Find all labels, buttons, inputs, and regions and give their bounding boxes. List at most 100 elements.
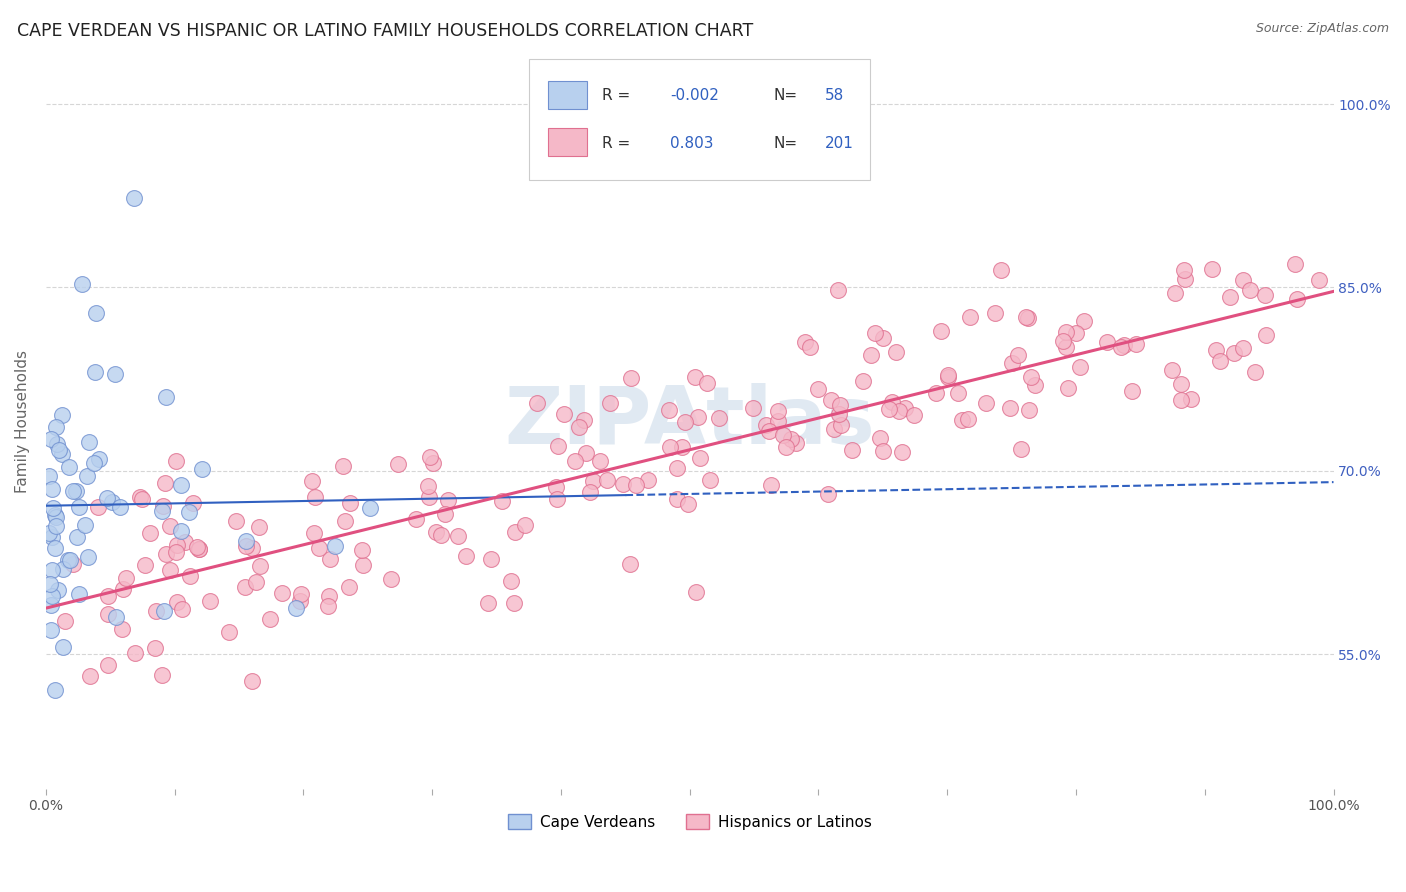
Point (1125, 336, 1147, 351)
Point (39, 432, 62, 446)
Point (170, 478, 193, 492)
Point (41, 589, 63, 603)
Point (599, 396, 621, 410)
Point (153, 475, 176, 490)
Point (115, 571, 138, 585)
Point (688, 409, 710, 424)
Point (578, 485, 600, 500)
Point (572, 413, 595, 427)
Point (1018, 403, 1040, 417)
Legend: Cape Verdeans, Hispanics or Latinos: Cape Verdeans, Hispanics or Latinos (502, 807, 877, 836)
Point (159, 563, 181, 577)
Point (882, 395, 904, 409)
Point (447, 529, 470, 543)
Point (235, 533, 257, 548)
Point (1219, 290, 1241, 304)
Point (352, 542, 374, 557)
Point (1010, 442, 1032, 456)
Point (188, 542, 211, 557)
Point (122, 191, 145, 205)
Point (308, 541, 330, 555)
Point (186, 540, 208, 554)
Point (612, 476, 634, 491)
Point (820, 392, 842, 407)
Point (1232, 341, 1254, 355)
Point (97, 589, 120, 603)
Point (51, 446, 73, 460)
Point (76, 549, 98, 564)
Point (515, 517, 537, 532)
Point (456, 549, 478, 563)
Point (218, 625, 240, 640)
Point (170, 601, 193, 615)
Point (582, 475, 605, 489)
Point (45, 519, 67, 533)
Point (422, 456, 444, 470)
Point (499, 574, 522, 588)
Point (83, 456, 105, 470)
Point (1170, 377, 1192, 392)
Text: CAPE VERDEAN VS HISPANIC OR LATINO FAMILY HOUSEHOLDS CORRELATION CHART: CAPE VERDEAN VS HISPANIC OR LATINO FAMIL… (17, 22, 754, 40)
Point (1174, 271, 1197, 285)
Point (65, 483, 87, 498)
Text: R =: R = (602, 136, 630, 151)
Point (77, 434, 100, 449)
Point (188, 541, 211, 556)
Point (1057, 381, 1080, 395)
Point (707, 410, 730, 425)
Text: 201: 201 (825, 136, 853, 151)
Point (165, 454, 187, 468)
Point (323, 540, 346, 554)
Point (998, 401, 1021, 416)
Point (418, 490, 440, 504)
Point (124, 647, 146, 661)
Point (177, 505, 200, 519)
Point (775, 440, 797, 454)
Point (568, 419, 591, 434)
Point (659, 440, 682, 454)
Point (67, 500, 90, 514)
Point (249, 559, 271, 574)
Point (891, 445, 914, 459)
Point (595, 473, 617, 487)
Point (1180, 392, 1202, 407)
Point (1170, 393, 1192, 408)
Text: R =: R = (602, 88, 630, 103)
Point (1173, 263, 1195, 277)
Point (1243, 365, 1265, 379)
Point (929, 324, 952, 338)
Point (245, 574, 267, 589)
Point (150, 668, 173, 682)
Point (678, 497, 700, 511)
Point (166, 538, 188, 552)
Point (105, 609, 128, 624)
Point (984, 306, 1007, 320)
Point (198, 594, 221, 608)
Point (183, 496, 205, 510)
Point (1073, 314, 1095, 328)
Point (46, 582, 69, 597)
Point (48, 443, 70, 458)
Point (877, 401, 900, 416)
Point (45, 510, 67, 524)
Point (1209, 354, 1232, 368)
Point (418, 479, 440, 493)
Point (936, 368, 959, 383)
Point (588, 454, 610, 468)
Point (430, 528, 453, 542)
Point (62, 558, 84, 572)
Point (884, 344, 907, 359)
Point (1054, 326, 1077, 340)
Point (44, 682, 66, 697)
Point (359, 501, 381, 516)
Point (1019, 370, 1042, 384)
Point (950, 412, 973, 426)
Point (794, 334, 817, 349)
Point (153, 604, 176, 618)
Point (665, 460, 688, 475)
Point (828, 407, 851, 421)
Point (434, 507, 457, 521)
Text: ZIPAtlas: ZIPAtlas (505, 383, 875, 461)
Point (150, 504, 173, 518)
Point (41, 530, 63, 544)
